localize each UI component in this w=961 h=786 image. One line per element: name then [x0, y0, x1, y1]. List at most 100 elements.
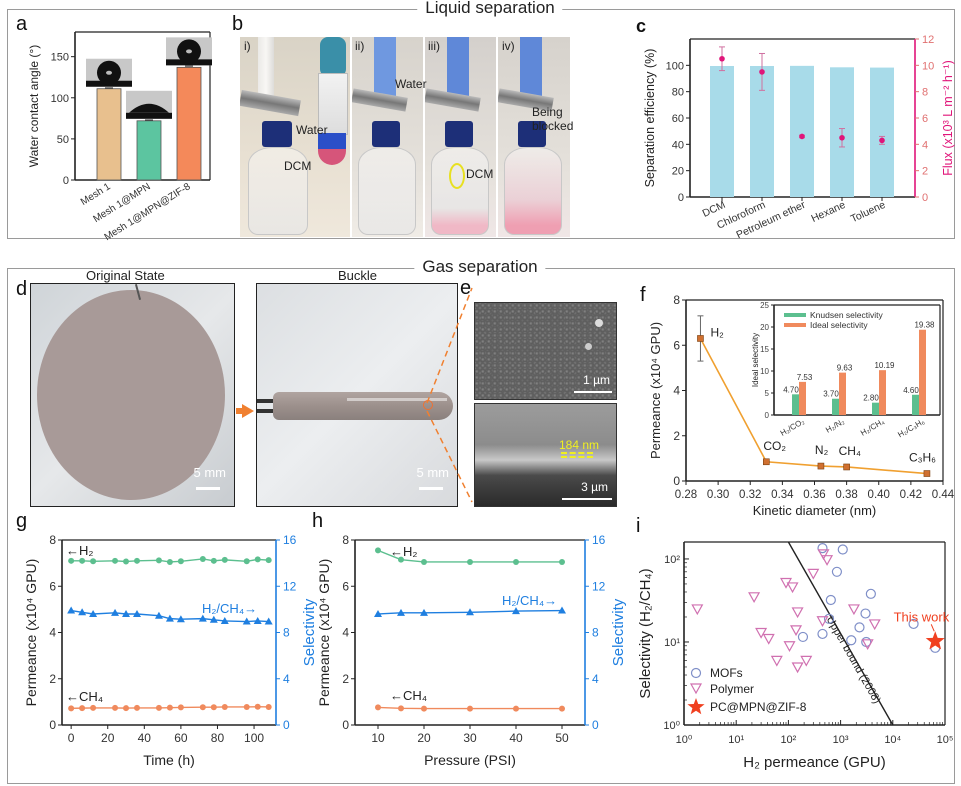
chart-h-right-ytick-label: 8 [592, 626, 599, 640]
chart-g-right-ytick-label: 8 [283, 626, 290, 640]
chart-f-ytick-label: 2 [673, 429, 680, 443]
chart-g-series-annotation: ←CH₄ [66, 689, 103, 704]
panel-b-photos: i) Water DCM ii) Water iii) DCM iv) Bein… [240, 37, 573, 237]
scale-label-left: 5 mm [193, 465, 227, 480]
photo-iii [425, 37, 496, 237]
chart-g-right-ytick-label: 16 [283, 533, 297, 547]
chart-h-ytick-label: 4 [342, 626, 349, 640]
chart-h-series-line [377, 609, 563, 615]
chart-c-ytick-label: 60 [672, 113, 684, 125]
chart-f-inset-value-label: 10.19 [874, 361, 895, 370]
photo-ii-label-water: Water [395, 77, 427, 91]
chart-h-permeance-point [467, 705, 473, 712]
chart-c-flux-point [799, 133, 805, 140]
chart-g-permeance-point [90, 704, 97, 711]
chart-c-efficiency-bar [870, 67, 894, 198]
chart-g-permeance-point [133, 704, 140, 711]
chart-i-legend-label: PC@MPN@ZIF-8 [710, 700, 807, 714]
chart-f-inset-value-label: 2.80 [863, 394, 879, 403]
panel-letter-g: g [16, 510, 28, 532]
chart-i-mof-point [846, 635, 857, 646]
chart-f-inset-bar [912, 394, 919, 415]
chart-c-ytick-label: 20 [672, 166, 684, 178]
chart-i-this-work-annotation: This work [894, 609, 950, 624]
photo-ii [352, 37, 423, 237]
chart-c-flux-point [879, 137, 885, 144]
chart-i-polymer-point [762, 633, 775, 645]
chart-i-xtick-label: 10³ [833, 734, 849, 746]
chart-f-inset-ytick-label: 5 [765, 389, 770, 398]
chart-g-permeance-point [166, 558, 173, 565]
chart-f-xtick-label: 0.36 [803, 489, 825, 501]
chart-c-right-ytick-label: 4 [922, 139, 928, 151]
chart-g-selectivity-point [67, 606, 76, 614]
chart-h-ytick-label: 2 [342, 672, 349, 686]
chart-f-inset-ytick-label: 0 [765, 411, 770, 420]
chart-i-ytick-label: 10¹ [664, 637, 680, 649]
chart-i-polymer-point [755, 627, 768, 639]
chart-i-polymer-point [817, 549, 830, 561]
photo-buckle: 5 mm [256, 283, 458, 507]
chart-g-permeance-point [155, 557, 162, 564]
chart-i-polymer-point [816, 616, 829, 628]
chart-h-selectivity-point [397, 608, 405, 616]
sem-cross-section-image: 184 nm 3 µm [474, 403, 617, 507]
chart-i-polymer-point [786, 582, 799, 594]
chart-h-permeance-point [421, 558, 427, 565]
liquid-separation-title: Liquid separation [417, 0, 563, 18]
chart-h-selectivity-point [466, 608, 474, 616]
chart-g-selectivity-point [154, 611, 163, 619]
chart-i-legend-mof-marker [690, 667, 702, 679]
chart-f-inset-ytick-label: 20 [760, 323, 769, 332]
chart-h-right-ytick-label: 4 [592, 672, 599, 686]
chart-f-xtick-label: 0.32 [739, 489, 761, 501]
photo-tag-iii: iii) [428, 39, 440, 53]
chart-f-inset-bar [799, 381, 806, 415]
chart-f-inset-value-label: 3.70 [823, 390, 839, 399]
chart-h-ytick-label: 0 [342, 718, 349, 732]
chart-f-ytick-label: 4 [673, 384, 680, 398]
chart-i-legend-star-marker [687, 698, 705, 715]
chart-i-upper-bound-line [787, 541, 894, 726]
chart-f-inset-legend-label: Ideal selectivity [810, 320, 868, 330]
chart-g-permeance-point [133, 557, 140, 564]
chart-g-permeance-point [221, 703, 228, 710]
chart-a-ytick-label: 0 [63, 175, 69, 187]
panel-letter-d: d [16, 278, 28, 300]
chart-c-right-ytick-label: 8 [922, 87, 928, 99]
chart-a-droplet-highlight [106, 70, 112, 75]
panel-letter-e: e [460, 277, 472, 299]
chart-h-y-label: Permeance (x10⁴ GPU) [316, 559, 332, 707]
scale-bar-left [196, 487, 220, 490]
chart-h-xtick-label: 40 [509, 731, 523, 745]
chart-c-right-ytick-label: 2 [922, 166, 928, 178]
chart-g-permeance-point [166, 704, 173, 711]
chart-h-selectivity-point [420, 608, 428, 616]
chart-c-flux-point [759, 69, 765, 75]
chart-g-ytick-label: 0 [49, 718, 56, 732]
panel-letter-a: a [16, 13, 28, 35]
chart-f-inset-bar [919, 329, 926, 415]
chart-f-xtick-label: 0.40 [868, 489, 890, 501]
chart-f-inset-y-label: Ideal selectivity [751, 333, 760, 387]
chart-h-ytick-label: 8 [342, 533, 349, 547]
chart-g-ytick-label: 6 [49, 579, 56, 593]
chart-f-gas-label: CO₂ [763, 439, 786, 453]
chart-h-selectivity-point [374, 610, 382, 617]
chart-h-permeance-point [559, 705, 565, 712]
chart-f-gas-label: CH₄ [839, 444, 861, 458]
thickness-marker [561, 452, 593, 454]
sem-scale-top-label: 1 µm [583, 373, 610, 387]
scale-label-right: 5 mm [416, 465, 450, 480]
photo-i-label-water: Water [296, 123, 328, 137]
chart-g-ytick-label: 2 [49, 672, 56, 686]
chart-a-ytick-label: 50 [57, 134, 69, 146]
chart-g-permeance-point [112, 557, 119, 564]
thickness-label: 184 nm [559, 438, 600, 452]
chart-c-y-label: Separation efficiency (%) [643, 49, 657, 188]
chart-f-y-label: Permeance (x10⁴ GPU) [648, 322, 663, 459]
chart-f-inset-bar [879, 370, 886, 415]
